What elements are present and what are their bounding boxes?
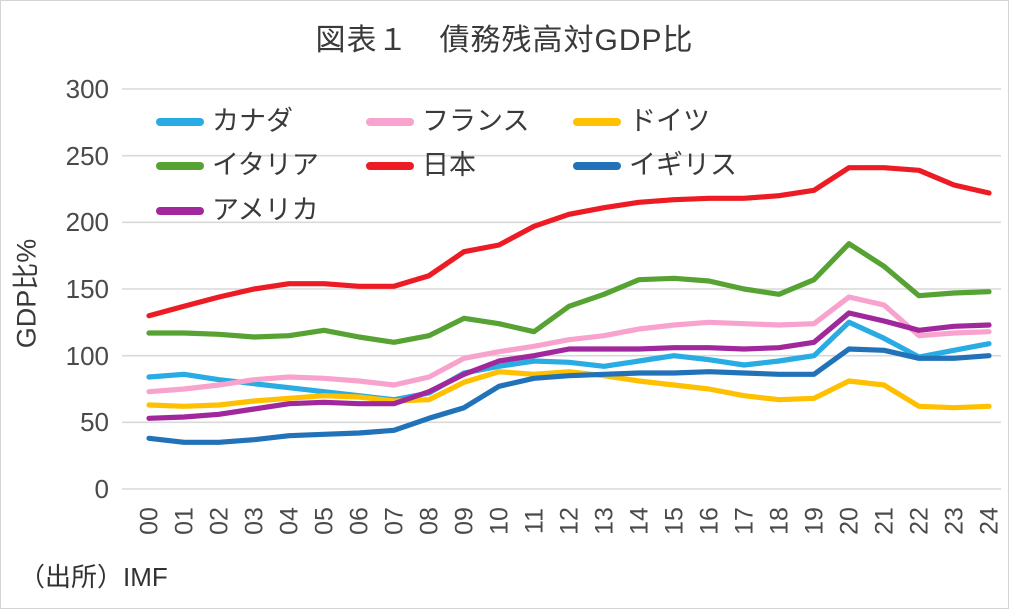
y-tick-label: 100 [65, 340, 109, 371]
legend-swatch-イタリア [156, 162, 204, 170]
x-tick-label: 05 [310, 507, 339, 535]
x-tick-label: 18 [765, 507, 794, 535]
source-note: （出所）IMF [19, 562, 168, 592]
x-tick-label: 01 [170, 507, 199, 535]
series-line-フランス [146, 294, 992, 395]
y-tick-label: 200 [65, 207, 109, 238]
series-line-イギリス [146, 346, 992, 445]
series-line-ドイツ [146, 369, 992, 411]
legend-swatch-日本 [366, 162, 414, 170]
legend-label-日本: 日本 [422, 150, 476, 180]
x-tick-label: 24 [975, 507, 1004, 535]
y-tick-label: 250 [65, 140, 109, 171]
x-tick-label: 10 [485, 507, 514, 535]
x-tick-label: 12 [555, 507, 584, 535]
x-tick-label: 16 [695, 507, 724, 535]
legend-label-カナダ: カナダ [212, 106, 293, 136]
y-tick-label: 0 [94, 474, 109, 504]
legend-label-イタリア: イタリア [212, 150, 319, 180]
series-line-イタリア [146, 241, 992, 345]
legend-label-イギリス: イギリス [629, 150, 737, 180]
x-tick-label: 07 [380, 507, 409, 535]
legend-label-ドイツ: ドイツ [629, 106, 710, 136]
y-tick-label: 50 [80, 407, 109, 438]
x-tick-label: 19 [800, 507, 829, 535]
y-tick-label: 150 [65, 274, 109, 304]
x-tick-label: 04 [275, 507, 304, 535]
x-tick-label: 14 [625, 507, 654, 535]
x-tick-label: 11 [520, 508, 549, 534]
series-line-日本 [146, 165, 992, 319]
x-tick-label: 03 [240, 507, 269, 535]
series-line-アメリカ [146, 310, 992, 421]
x-tick-label: 15 [660, 507, 689, 535]
x-tick-label: 02 [205, 507, 234, 535]
x-tick-label: 00 [135, 507, 164, 535]
legend-label-フランス: フランス [422, 106, 530, 136]
legend-swatch-アメリカ [156, 207, 204, 215]
series-line-カナダ [146, 319, 992, 403]
x-tick-label: 21 [870, 507, 899, 535]
x-tick-label: 17 [730, 507, 759, 535]
legend-swatch-ドイツ [573, 118, 621, 126]
x-tick-label: 13 [590, 507, 619, 535]
legend-swatch-カナダ [156, 118, 204, 126]
chart-title: 図表１ 債務残高対GDP比 [315, 24, 694, 57]
x-tick-label: 06 [345, 507, 374, 535]
x-tick-label: 09 [450, 507, 479, 535]
x-tick-label: 22 [905, 507, 934, 535]
x-tick-label: 08 [415, 507, 444, 535]
legend-swatch-フランス [366, 118, 414, 126]
y-tick-label: 300 [65, 74, 109, 104]
legend-label-アメリカ: アメリカ [212, 195, 319, 225]
x-tick-label: 23 [940, 507, 969, 535]
legend-swatch-イギリス [573, 162, 621, 170]
x-tick-label: 20 [835, 507, 864, 535]
